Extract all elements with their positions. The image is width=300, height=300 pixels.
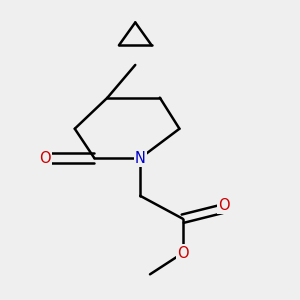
Text: O: O	[218, 198, 230, 213]
Text: N: N	[135, 151, 146, 166]
Text: O: O	[177, 246, 188, 261]
Text: O: O	[40, 151, 51, 166]
